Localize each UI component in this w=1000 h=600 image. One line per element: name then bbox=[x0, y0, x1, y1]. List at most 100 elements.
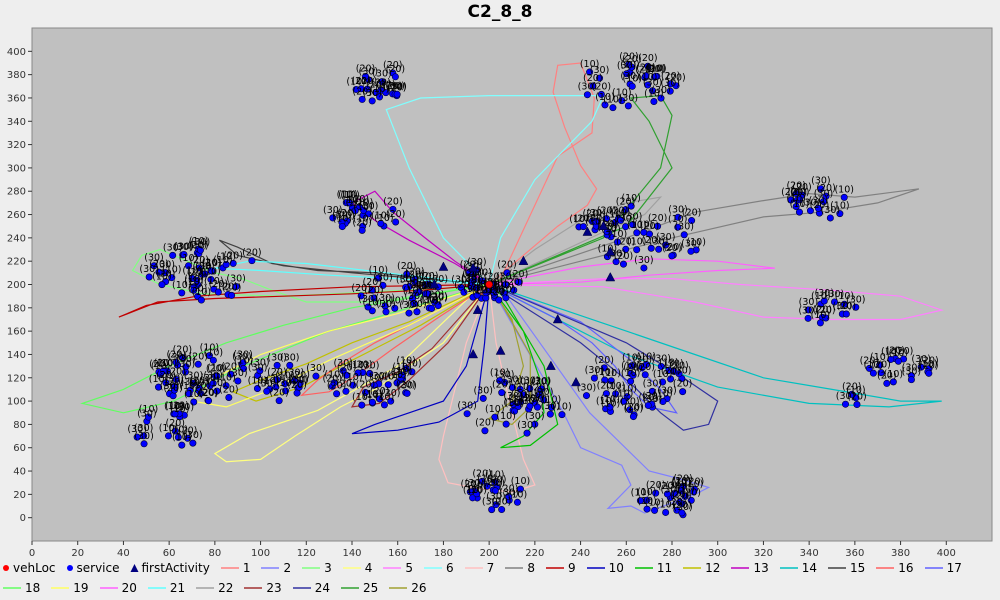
service-label: (20) bbox=[685, 476, 705, 487]
service-label: (20) bbox=[658, 481, 678, 492]
service-label: (20) bbox=[475, 418, 495, 429]
service-point bbox=[275, 397, 283, 405]
legend-label: 4 bbox=[364, 561, 373, 575]
service-point bbox=[342, 387, 350, 395]
service-point bbox=[657, 362, 665, 370]
service-label: (20) bbox=[489, 287, 509, 298]
service-label: (10) bbox=[612, 88, 632, 99]
service-label: (30) bbox=[289, 374, 309, 385]
service-label: (10) bbox=[870, 352, 890, 363]
service-label: (30) bbox=[499, 487, 519, 498]
x-tick-label: 360 bbox=[845, 548, 864, 559]
service-label: (30) bbox=[163, 242, 183, 253]
service-label: (30) bbox=[577, 383, 597, 394]
service-label: (10) bbox=[884, 369, 904, 380]
legend-label: 18 bbox=[25, 581, 41, 595]
service-point bbox=[197, 296, 205, 304]
service-label: (10) bbox=[416, 281, 436, 292]
service-point bbox=[641, 371, 649, 379]
service-label: (10) bbox=[201, 266, 221, 277]
service-label: (20) bbox=[672, 491, 692, 502]
service-label: (30) bbox=[661, 485, 681, 496]
service-point bbox=[659, 398, 667, 406]
service-point bbox=[840, 300, 848, 308]
service-point bbox=[865, 364, 873, 372]
legend-label: vehLoc bbox=[13, 561, 56, 575]
service-label: (30) bbox=[657, 386, 677, 397]
service-label: (20) bbox=[460, 259, 480, 270]
service-label: (30) bbox=[798, 305, 818, 316]
service-label: (30) bbox=[276, 378, 296, 389]
legend-label: 19 bbox=[73, 581, 89, 595]
service-label: (30) bbox=[369, 371, 389, 382]
first-activity-marker bbox=[438, 261, 449, 271]
service-label: (20) bbox=[178, 425, 198, 436]
service-label: (30) bbox=[486, 478, 506, 489]
service-point bbox=[627, 202, 635, 210]
service-label: (10) bbox=[204, 347, 224, 358]
service-label: (20) bbox=[623, 362, 643, 373]
service-label: (30) bbox=[183, 430, 203, 441]
service-point bbox=[852, 303, 860, 311]
legend-line-swatch bbox=[220, 567, 239, 569]
service-label: (20) bbox=[499, 484, 519, 495]
service-label: (20) bbox=[290, 370, 310, 381]
legend-item: 15 bbox=[827, 560, 865, 576]
y-tick-label: 180 bbox=[7, 303, 26, 314]
service-label: (10) bbox=[416, 272, 436, 283]
service-point bbox=[410, 300, 418, 308]
service-label: (30) bbox=[385, 81, 405, 92]
service-label: (20) bbox=[425, 289, 445, 300]
service-label: (20) bbox=[364, 285, 384, 296]
service-label: (10) bbox=[631, 488, 651, 499]
service-point bbox=[502, 281, 510, 289]
service-point bbox=[473, 291, 481, 299]
service-point bbox=[351, 207, 359, 215]
service-label: (30) bbox=[372, 69, 392, 80]
service-point bbox=[629, 371, 637, 379]
service-point bbox=[372, 88, 380, 96]
service-label: (10) bbox=[169, 424, 189, 435]
service-label: (30) bbox=[815, 288, 835, 299]
service-point bbox=[402, 365, 410, 373]
service-point bbox=[189, 379, 197, 387]
service-label: (30) bbox=[360, 360, 380, 371]
service-point bbox=[601, 376, 609, 384]
service-label: (20) bbox=[810, 200, 830, 211]
service-label: (20) bbox=[165, 377, 185, 388]
service-label: (30) bbox=[333, 358, 353, 369]
route-11 bbox=[488, 284, 559, 449]
service-label: (20) bbox=[462, 268, 482, 279]
service-point bbox=[368, 97, 376, 105]
service-label: (20) bbox=[620, 59, 640, 70]
service-label: (10) bbox=[508, 489, 528, 500]
service-label: (30) bbox=[332, 209, 352, 220]
route-2 bbox=[488, 283, 711, 514]
service-label: (10) bbox=[834, 184, 854, 195]
y-tick-label: 60 bbox=[13, 443, 26, 454]
service-point bbox=[434, 302, 442, 310]
service-label: (20) bbox=[837, 301, 857, 312]
x-tick-label: 300 bbox=[708, 548, 727, 559]
legend-line-swatch bbox=[3, 587, 21, 589]
service-label: (30) bbox=[534, 387, 554, 398]
service-label: (20) bbox=[582, 208, 602, 219]
service-label: (10) bbox=[463, 485, 483, 496]
service-label: (10) bbox=[363, 390, 383, 401]
service-point bbox=[501, 378, 509, 386]
service-label: (30) bbox=[836, 391, 856, 402]
service-point bbox=[170, 386, 178, 394]
y-tick-label: 140 bbox=[7, 350, 26, 361]
service-point bbox=[796, 196, 804, 204]
service-point bbox=[690, 488, 698, 496]
service-point bbox=[680, 231, 688, 239]
service-label: (10) bbox=[172, 280, 192, 291]
first-activity-marker bbox=[552, 313, 563, 324]
service-label: (10) bbox=[340, 190, 360, 201]
service-point bbox=[463, 410, 471, 418]
service-label: (10) bbox=[324, 370, 344, 381]
service-label: (30) bbox=[911, 354, 931, 365]
service-point bbox=[205, 397, 213, 405]
service-label: (20) bbox=[287, 380, 307, 391]
service-label: (20) bbox=[356, 63, 376, 74]
